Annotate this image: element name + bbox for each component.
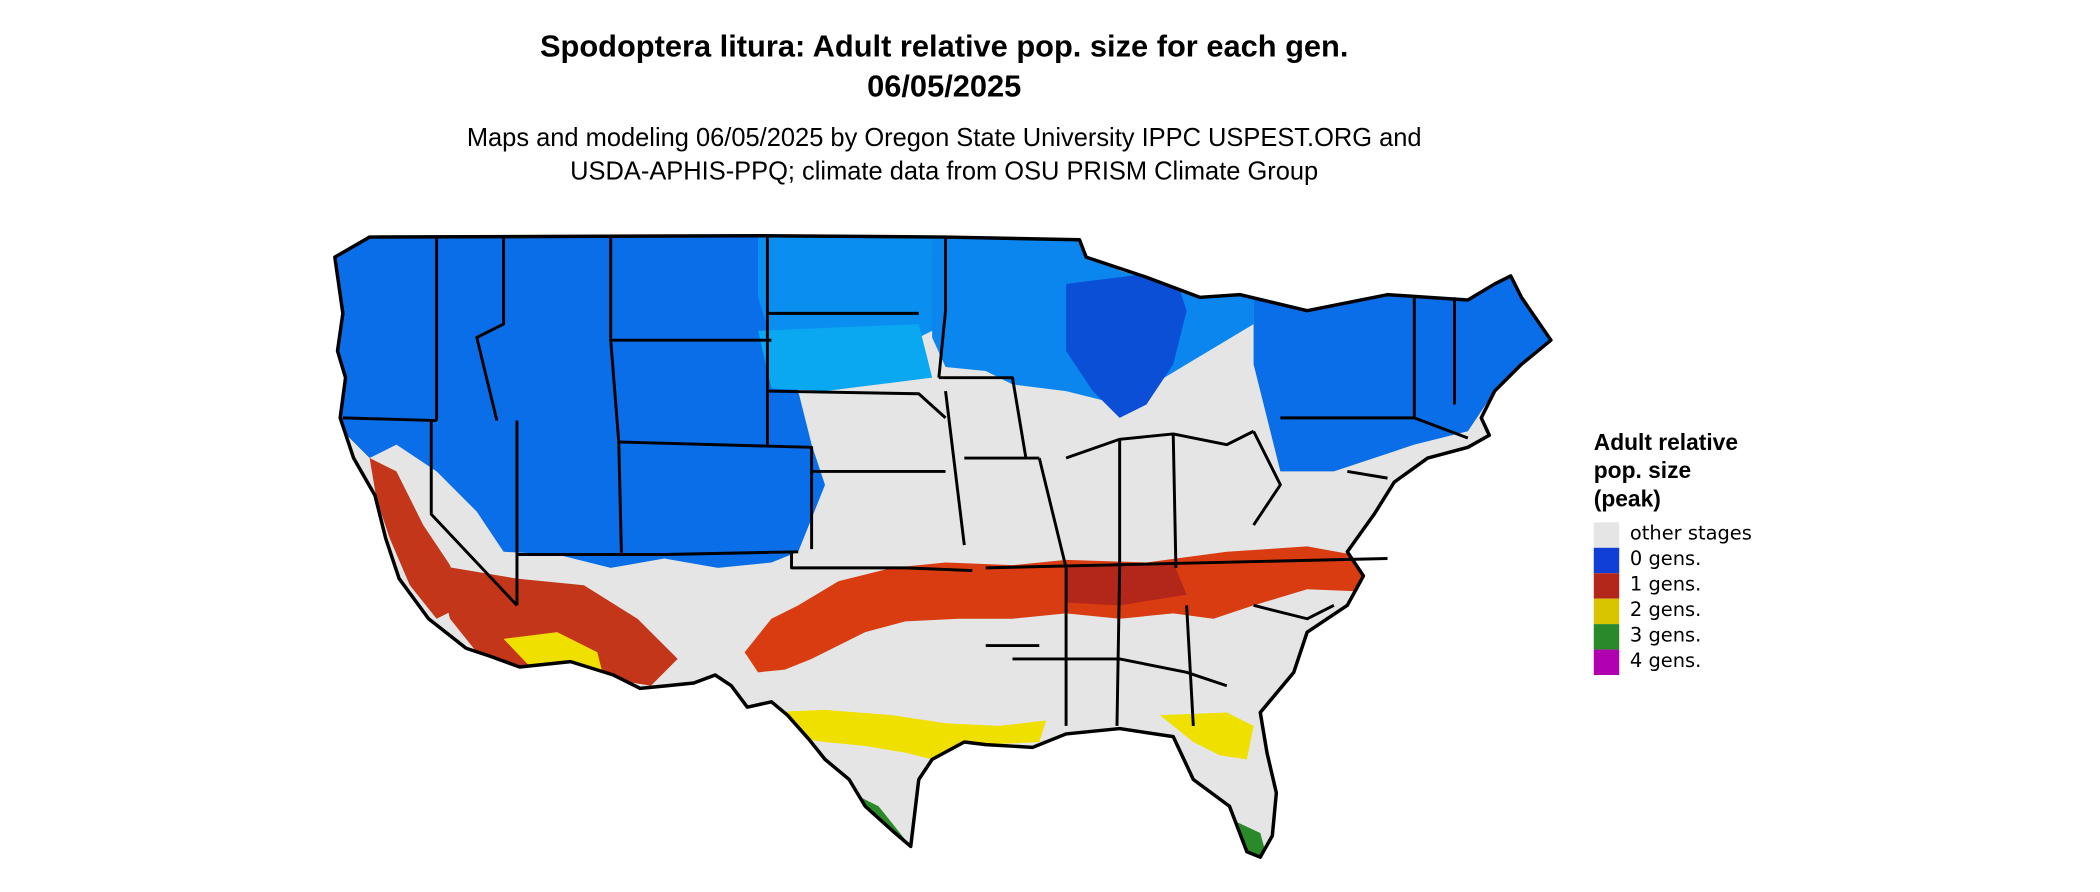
legend-title-line-1: Adult relative bbox=[1593, 429, 1739, 456]
legend-label: other stages bbox=[1629, 523, 1752, 546]
map-title-line-1: Spodoptera litura: Adult relative pop. s… bbox=[539, 28, 1349, 63]
legend-label: 3 gens. bbox=[1629, 625, 1702, 647]
legend-item: 3 gens. bbox=[1593, 624, 1822, 650]
legend-item: 2 gens. bbox=[1593, 598, 1822, 625]
map-legend: Adult relative pop. size (peak) other st… bbox=[1593, 429, 1822, 676]
zero-gen-northeast-region bbox=[1253, 270, 1551, 472]
us-outline bbox=[333, 233, 1553, 859]
legend-item: 1 gens. bbox=[1593, 573, 1822, 599]
legend-label: 0 gens. bbox=[1629, 549, 1702, 571]
one-gen-tennessee-dark bbox=[1066, 562, 1187, 606]
legend-item: 0 gens. bbox=[1593, 547, 1822, 574]
legend-swatch bbox=[1593, 649, 1620, 676]
map-subtitle-line-1: Maps and modeling 06/05/2025 by Oregon S… bbox=[466, 124, 1422, 153]
legend-title-line-3: (peak) bbox=[1593, 486, 1661, 512]
state-borders bbox=[342, 235, 1469, 726]
legend-swatch bbox=[1593, 573, 1620, 599]
map-title-line-2: 06/05/2025 bbox=[867, 68, 1022, 104]
two-gen-gulf-coast bbox=[758, 709, 1046, 760]
legend-title-line-2: pop. size bbox=[1593, 458, 1692, 484]
legend-items: other stages 0 gens. 1 gens. 2 gens. 3 gens.… bbox=[1593, 522, 1822, 676]
us-generation-map bbox=[333, 233, 1553, 859]
legend-swatch bbox=[1593, 522, 1620, 548]
legend-title: Adult relative pop. size (peak) bbox=[1594, 429, 1822, 513]
one-gen-southwest-desert bbox=[436, 565, 678, 686]
legend-item: other stages bbox=[1593, 522, 1822, 548]
zero-gen-great-lakes-region bbox=[1066, 270, 1187, 418]
zero-gen-light-dakota bbox=[758, 324, 933, 392]
legend-swatch bbox=[1593, 624, 1620, 650]
one-gen-southern-band bbox=[744, 546, 1375, 673]
legend-swatch bbox=[1593, 598, 1620, 625]
three-gen-south-florida bbox=[1237, 822, 1267, 858]
legend-label: 4 gens. bbox=[1629, 650, 1702, 673]
legend-label: 2 gens. bbox=[1629, 600, 1702, 622]
map-subtitle-line-2: USDA-APHIS-PPQ; climate data from OSU PR… bbox=[570, 158, 1319, 187]
zero-gen-northwest-region bbox=[334, 235, 826, 568]
legend-item: 4 gens. bbox=[1593, 649, 1822, 676]
two-gen-north-florida bbox=[1159, 712, 1254, 760]
legend-label: 1 gens. bbox=[1629, 574, 1702, 596]
legend-swatch bbox=[1593, 547, 1620, 574]
